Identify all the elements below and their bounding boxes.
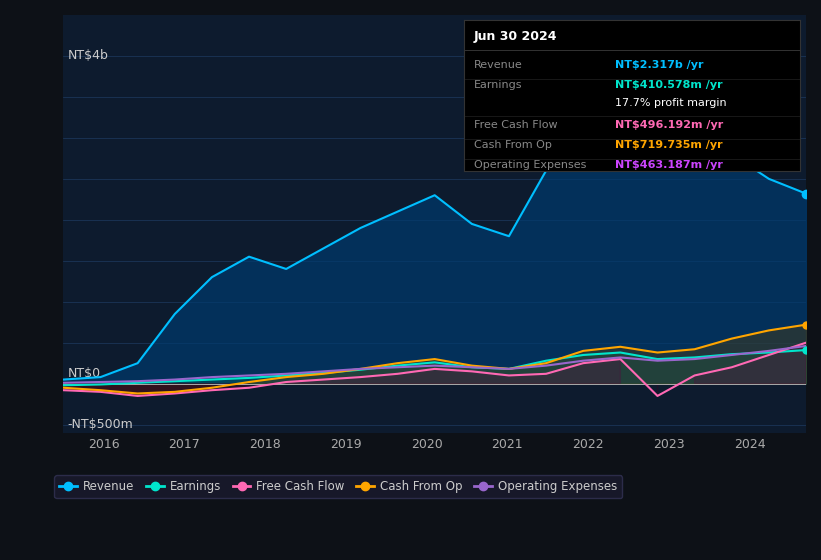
Text: Operating Expenses: Operating Expenses bbox=[474, 160, 586, 170]
Text: 17.7% profit margin: 17.7% profit margin bbox=[616, 98, 727, 108]
Text: NT$4b: NT$4b bbox=[67, 49, 108, 63]
Text: NT$463.187m /yr: NT$463.187m /yr bbox=[616, 160, 723, 170]
Text: Cash From Op: Cash From Op bbox=[474, 140, 552, 150]
Text: NT$0: NT$0 bbox=[67, 367, 100, 380]
Legend: Revenue, Earnings, Free Cash Flow, Cash From Op, Operating Expenses: Revenue, Earnings, Free Cash Flow, Cash … bbox=[54, 475, 622, 498]
Text: -NT$500m: -NT$500m bbox=[67, 418, 133, 431]
Text: NT$2.317b /yr: NT$2.317b /yr bbox=[616, 60, 704, 70]
Text: NT$719.735m /yr: NT$719.735m /yr bbox=[616, 140, 723, 150]
Text: Revenue: Revenue bbox=[474, 60, 523, 70]
Text: NT$410.578m /yr: NT$410.578m /yr bbox=[616, 80, 723, 90]
Text: Earnings: Earnings bbox=[474, 80, 522, 90]
Text: Jun 30 2024: Jun 30 2024 bbox=[474, 30, 557, 43]
Text: Free Cash Flow: Free Cash Flow bbox=[474, 120, 557, 130]
Text: NT$496.192m /yr: NT$496.192m /yr bbox=[616, 120, 723, 130]
